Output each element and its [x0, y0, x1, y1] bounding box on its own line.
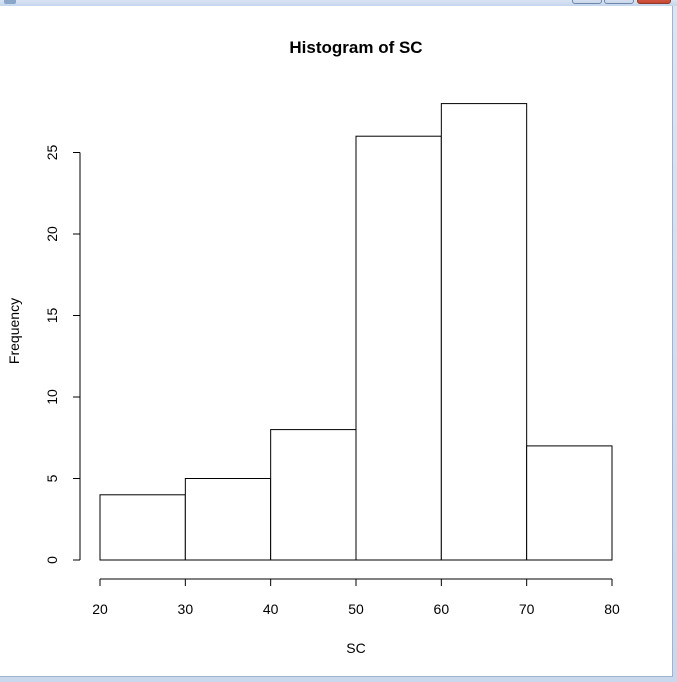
histogram-bar	[440, 103, 528, 561]
y-tick-label: 10	[44, 389, 60, 405]
maximize-button[interactable]	[604, 0, 634, 4]
chart-title: Histogram of SC	[289, 38, 422, 57]
x-tick-label: 40	[263, 601, 279, 617]
histogram-chart: Histogram of SC 0 5 10 15 20 25 20 30 40 50 60 70 8…	[6, 38, 620, 656]
histogram-bar	[526, 445, 613, 561]
plot-window: Histogram of SC 0 5 10 15 20 25 20 30 40 50 60 70 8…	[0, 6, 673, 677]
histogram-bar	[270, 429, 357, 561]
y-tick-label: 5	[44, 474, 60, 482]
app-icon	[4, 0, 16, 4]
x-tick-label: 20	[92, 601, 108, 617]
y-axis-label: Frequency	[6, 298, 22, 364]
close-button[interactable]	[637, 0, 671, 4]
histogram-bar	[184, 478, 272, 561]
x-tick-label: 50	[348, 601, 364, 617]
histogram-bar	[99, 494, 186, 561]
histogram-bar	[355, 135, 442, 561]
y-tick-label: 15	[44, 308, 60, 324]
x-tick-label: 30	[178, 601, 194, 617]
title-bar[interactable]	[0, 0, 677, 6]
x-axis-label: SC	[346, 640, 365, 656]
x-tick-label: 70	[519, 601, 535, 617]
x-tick-label: 80	[604, 601, 620, 617]
y-tick-label: 20	[44, 226, 60, 242]
y-tick-label: 0	[44, 556, 60, 564]
y-tick-label: 25	[44, 145, 60, 161]
minimize-button[interactable]	[572, 0, 602, 4]
x-tick-label: 60	[434, 601, 450, 617]
